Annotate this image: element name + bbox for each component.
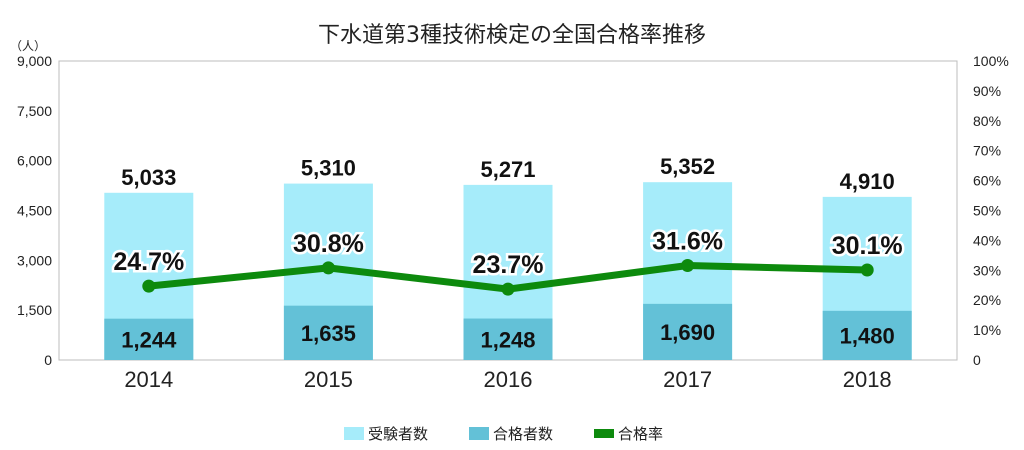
category-label: 2014 xyxy=(124,367,173,392)
legend-swatch xyxy=(469,427,489,440)
pass-bars xyxy=(104,303,912,360)
total-labels: 5,033 5,310 5,271 5,352 4,910 xyxy=(121,154,894,194)
pass-value-label: 1,690 xyxy=(660,320,715,345)
left-axis-tick-label: 9,000 xyxy=(17,53,52,69)
left-axis-tick-label: 0 xyxy=(44,352,52,368)
chart-title: 下水道第3種技術検定の全国合格率推移 xyxy=(318,23,706,48)
total-value-label: 5,033 xyxy=(121,165,176,190)
rate-value-label: 24.7% xyxy=(113,248,184,276)
category-labels: 2014 2015 2016 2017 2018 xyxy=(124,367,891,392)
total-value-label: 5,271 xyxy=(480,157,535,182)
rate-point xyxy=(142,279,156,293)
rate-labels: 24.7% 30.8% 23.7% 31.6% 30.1% xyxy=(111,225,905,282)
rate-value-label: 31.6% xyxy=(652,228,723,256)
category-label: 2016 xyxy=(484,367,533,392)
total-value-label: 5,310 xyxy=(301,156,356,181)
rate-point xyxy=(681,259,695,273)
rate-value-label: 23.7% xyxy=(473,251,544,279)
category-label: 2015 xyxy=(304,367,353,392)
pass-bar xyxy=(104,318,194,360)
pass-value-label: 1,244 xyxy=(121,327,177,352)
right-axis-tick-label: 50% xyxy=(973,203,1001,219)
left-axis-tick-label: 7,500 xyxy=(17,103,52,119)
right-axis-tick-label: 90% xyxy=(973,83,1001,99)
rate-point xyxy=(321,261,335,275)
pass-value-label: 1,480 xyxy=(840,323,895,348)
legend-label: 合格率 xyxy=(618,425,663,443)
legend-label: 合格者数 xyxy=(493,425,553,443)
pass-bar xyxy=(643,303,733,360)
total-value-label: 4,910 xyxy=(840,169,895,194)
rate-value-label: 30.1% xyxy=(832,232,903,260)
left-axis-tick-label: 6,000 xyxy=(17,153,52,169)
right-axis-tick-label: 10% xyxy=(973,322,1001,338)
legend-swatch xyxy=(594,429,614,438)
left-axis-tick-label: 3,000 xyxy=(17,252,52,268)
category-label: 2017 xyxy=(663,367,712,392)
right-axis-tick-label: 100% xyxy=(973,53,1009,69)
left-axis-tick-label: 1,500 xyxy=(17,302,52,318)
legend-label: 受験者数 xyxy=(368,425,428,443)
rate-line xyxy=(142,259,874,296)
category-label: 2018 xyxy=(843,367,892,392)
legend: 受験者数 合格者数 合格率 xyxy=(344,425,663,443)
right-axis-tick-label: 60% xyxy=(973,173,1001,189)
legend-swatch xyxy=(344,427,364,440)
left-axis-ticks: 0 1,500 3,000 4,500 6,000 7,500 9,000 xyxy=(17,53,52,368)
rate-value-label: 30.8% xyxy=(293,230,364,258)
pass-bar xyxy=(283,305,373,360)
pass-bar xyxy=(463,318,553,360)
rate-point xyxy=(860,263,874,277)
pass-bar xyxy=(822,310,912,360)
right-axis-ticks: 0 10% 20% 30% 40% 50% 60% 70% 80% 90% 100% xyxy=(973,53,1009,368)
right-axis-tick-label: 30% xyxy=(973,262,1001,278)
right-axis-tick-label: 70% xyxy=(973,143,1001,159)
right-axis-tick-label: 80% xyxy=(973,113,1001,129)
total-value-label: 5,352 xyxy=(660,154,715,179)
y-axis-unit: （人） xyxy=(10,39,46,53)
pass-labels: 1,244 1,635 1,248 1,690 1,480 xyxy=(121,320,894,352)
left-axis-tick-label: 4,500 xyxy=(17,203,52,219)
right-axis-tick-label: 20% xyxy=(973,292,1001,308)
right-axis-tick-label: 0 xyxy=(973,352,981,368)
pass-value-label: 1,635 xyxy=(301,321,356,346)
rate-point xyxy=(501,282,515,296)
right-axis-tick-label: 40% xyxy=(973,232,1001,248)
pass-value-label: 1,248 xyxy=(480,327,535,352)
